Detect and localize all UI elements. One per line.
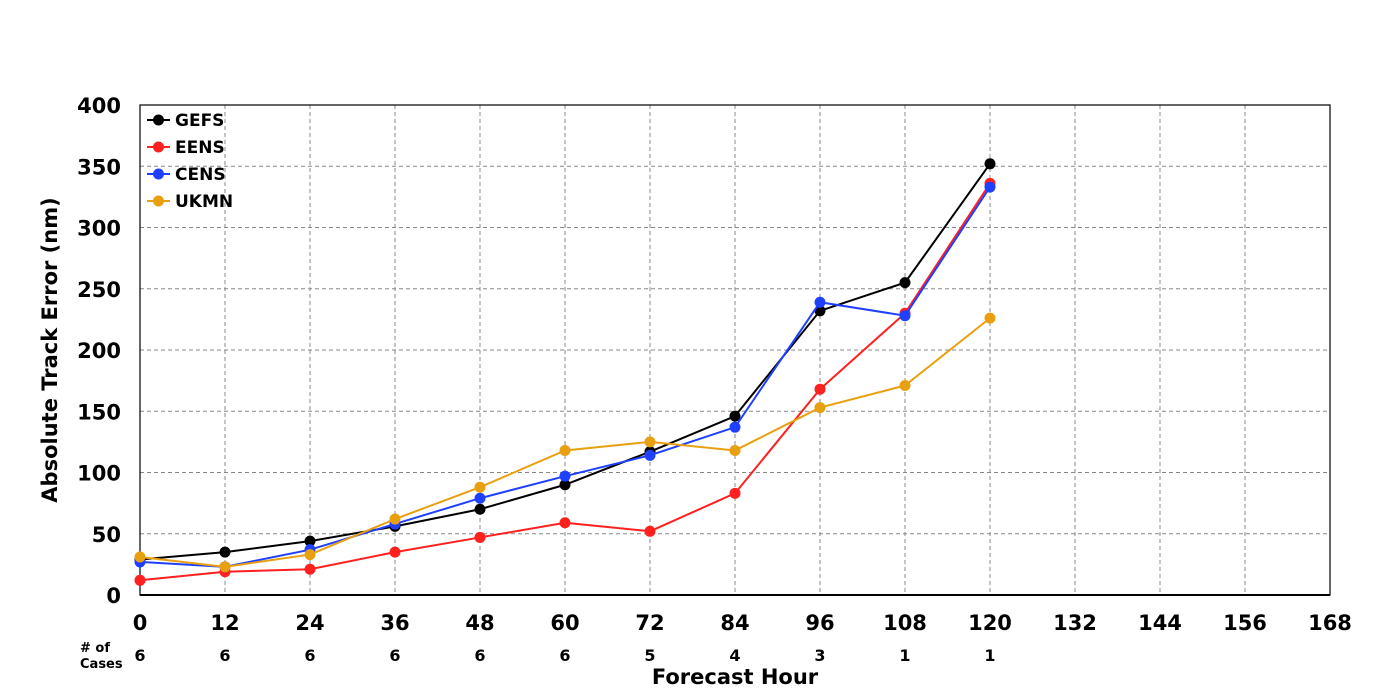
legend-label: CENS [175, 165, 226, 185]
y-tick-label: 150 [77, 400, 121, 424]
case-count: 6 [389, 646, 400, 665]
x-tick-label: 0 [133, 611, 148, 635]
x-tick-label: 144 [1138, 611, 1182, 635]
cases-label-line2: Cases [80, 657, 123, 672]
data-point [474, 492, 486, 504]
series-ukmn [134, 312, 996, 573]
legend-label: GEFS [175, 111, 224, 131]
cases-row: # of Cases 6 6 6 6 6 6 5 4 3 1 1 [80, 641, 996, 672]
y-tick-label: 350 [77, 155, 121, 179]
y-axis-title: Absolute Track Error (nm) [38, 197, 62, 502]
data-point [559, 444, 571, 456]
data-point [474, 531, 486, 543]
data-point [559, 479, 571, 491]
legend-item-cens: CENS [147, 165, 226, 185]
data-point [474, 503, 486, 515]
data-point [559, 517, 571, 529]
data-point [899, 277, 911, 289]
data-point [814, 402, 826, 414]
legend-swatch-marker [153, 114, 164, 126]
data-point [899, 380, 911, 392]
data-point [304, 535, 316, 547]
data-point [899, 310, 911, 322]
data-point [644, 449, 656, 461]
legend: GEFS EENS CENS UKMN [147, 111, 233, 212]
case-count: 3 [814, 646, 825, 665]
data-point [644, 525, 656, 537]
data-point [814, 296, 826, 308]
x-tick-label: 36 [380, 611, 409, 635]
x-tick-label: 108 [883, 611, 927, 635]
x-tick-label: 96 [805, 611, 834, 635]
legend-item-ukmn: UKMN [147, 192, 233, 212]
case-count: 6 [304, 646, 315, 665]
case-count: 1 [984, 646, 995, 665]
y-tick-label: 300 [77, 217, 121, 241]
data-point [984, 181, 996, 193]
legend-swatch-marker [153, 195, 164, 207]
case-count: 5 [644, 646, 655, 665]
data-point [134, 551, 146, 563]
y-tick-label: 50 [92, 523, 121, 547]
data-point [729, 444, 741, 456]
data-point [389, 513, 401, 525]
x-tick-label: 156 [1223, 611, 1267, 635]
data-point [984, 312, 996, 324]
data-point [219, 561, 231, 573]
x-tick-label: 132 [1053, 611, 1097, 635]
legend-label: EENS [175, 138, 225, 158]
data-point [814, 383, 826, 395]
case-count: 6 [134, 646, 145, 665]
data-point [559, 470, 571, 482]
legend-item-eens: EENS [147, 138, 225, 158]
series-line [139, 186, 991, 568]
data-point [984, 158, 996, 170]
y-tick-label: 100 [77, 462, 121, 486]
y-tick-labels: 0 50 100 150 200 250 300 350 400 [77, 94, 121, 608]
case-count: 6 [559, 646, 570, 665]
x-tick-label: 12 [210, 611, 239, 635]
legend-item-gefs: GEFS [147, 111, 224, 131]
y-tick-label: 200 [77, 339, 121, 363]
x-tick-label: 120 [968, 611, 1012, 635]
x-tick-label: 168 [1308, 611, 1352, 635]
legend-label: UKMN [175, 192, 233, 212]
y-tick-label: 400 [77, 94, 121, 118]
series-layer [134, 158, 996, 586]
legend-swatch-marker [153, 141, 164, 153]
y-tick-label: 250 [77, 278, 121, 302]
x-tick-label: 72 [635, 611, 664, 635]
x-tick-label: 48 [465, 611, 494, 635]
case-count: 1 [899, 646, 910, 665]
x-tick-label: 60 [550, 611, 579, 635]
case-count: 4 [729, 646, 740, 665]
case-count: 6 [219, 646, 230, 665]
legend-swatch-marker [153, 168, 164, 180]
data-point [474, 481, 486, 493]
data-point [729, 487, 741, 499]
x-tick-labels: 0 12 24 36 48 60 72 84 96 108 120 132 144 156 168 [133, 611, 1352, 635]
case-count: 6 [474, 646, 485, 665]
grid-lines [140, 105, 1330, 595]
data-point [304, 563, 316, 575]
data-point [389, 546, 401, 558]
x-tick-label: 24 [295, 611, 324, 635]
data-point [729, 410, 741, 422]
data-point [304, 549, 316, 561]
data-point [219, 546, 231, 558]
data-point [134, 574, 146, 586]
x-tick-label: 84 [720, 611, 749, 635]
y-tick-label: 0 [106, 584, 121, 608]
cases-label-line1: # of [80, 641, 110, 656]
data-point [644, 436, 656, 448]
x-axis-title: Forecast Hour [652, 665, 819, 689]
data-point [729, 421, 741, 433]
data-point [814, 305, 826, 317]
